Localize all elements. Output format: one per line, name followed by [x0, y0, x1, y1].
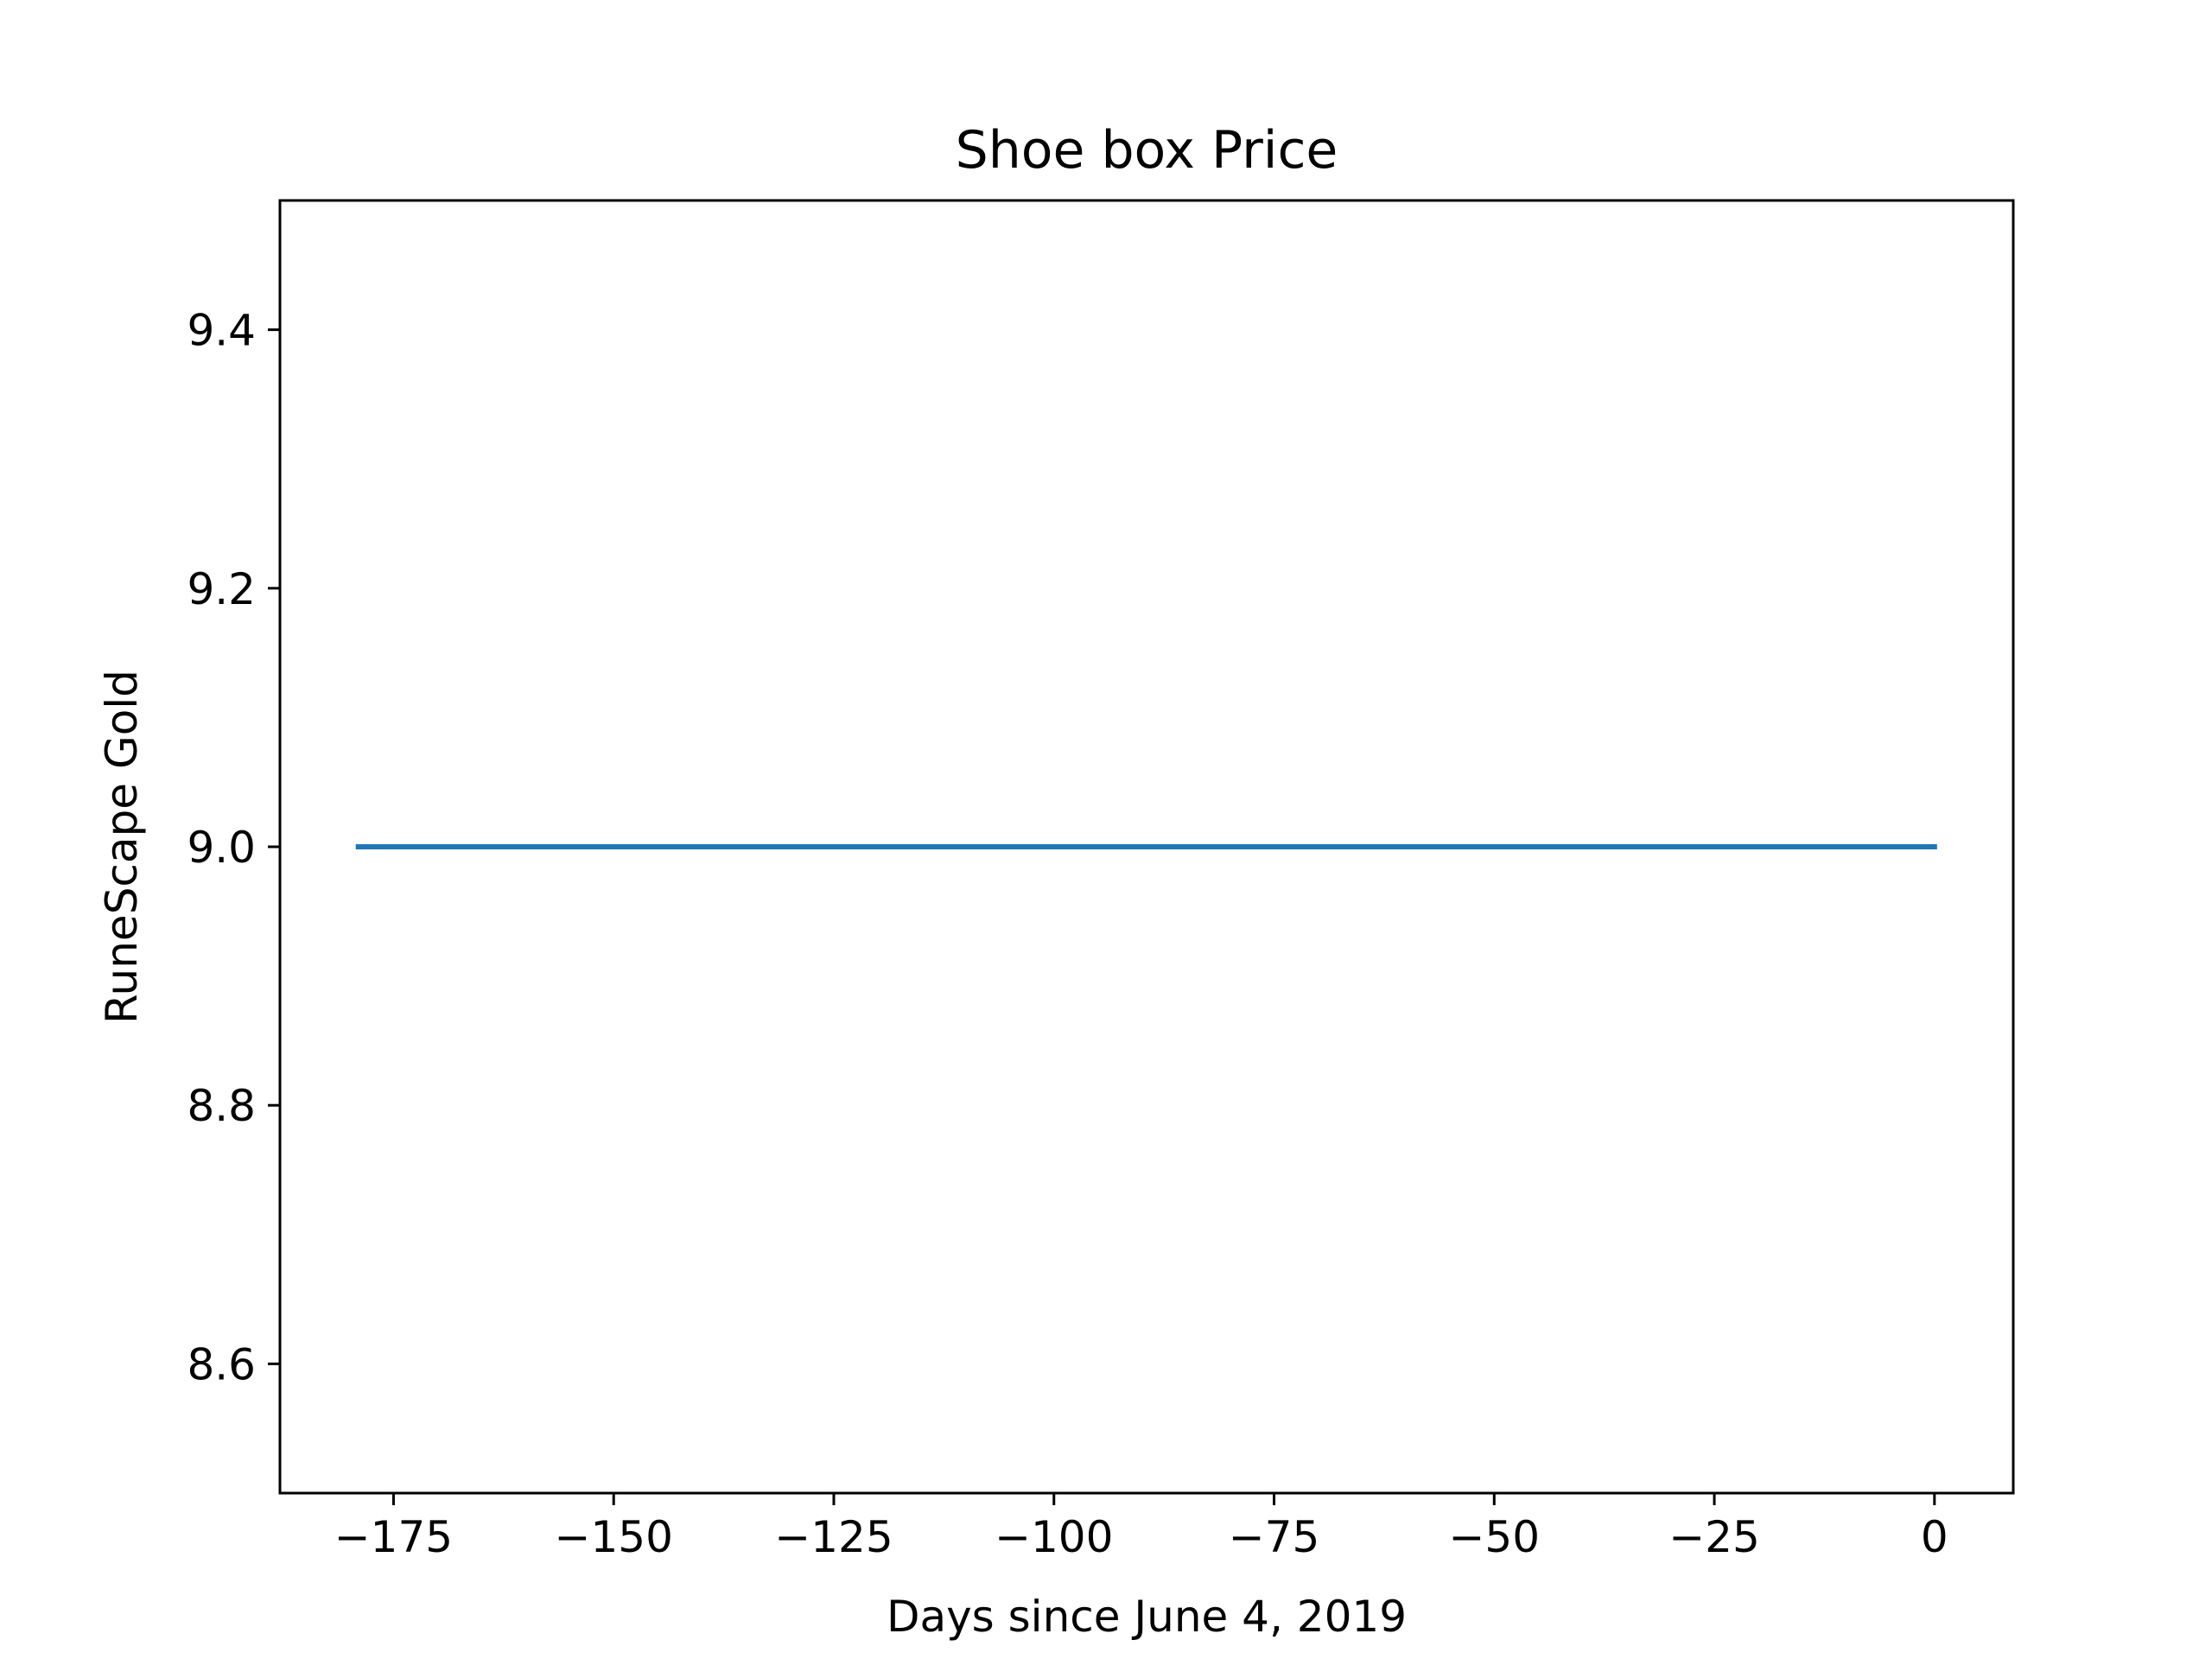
y-tick-label: 9.4 [187, 306, 256, 356]
x-tick-label: −125 [774, 1512, 893, 1562]
y-tick-label: 8.8 [187, 1081, 256, 1131]
x-tick-label: −75 [1229, 1512, 1320, 1562]
y-axis-label: RuneScape Gold [97, 670, 147, 1024]
x-tick-label: −175 [334, 1512, 453, 1562]
x-tick-label: −150 [555, 1512, 673, 1562]
x-axis-ticks: −175 −150 −125 −100 −75 −50 −25 0 [334, 1493, 1948, 1562]
x-tick-label: −50 [1449, 1512, 1541, 1562]
x-axis-label: Days since June 4, 2019 [887, 1592, 1407, 1642]
x-tick-label: −25 [1669, 1512, 1760, 1562]
chart-title: Shoe box Price [956, 120, 1338, 181]
y-tick-label: 9.0 [187, 823, 256, 873]
x-tick-label: −100 [995, 1512, 1113, 1562]
y-tick-label: 9.2 [187, 564, 256, 614]
y-axis-ticks: 8.6 8.8 9.0 9.2 9.4 [187, 306, 280, 1389]
axes-frame [278, 199, 2015, 1495]
x-tick-label: 0 [1921, 1512, 1948, 1562]
y-tick-label: 8.6 [187, 1339, 256, 1389]
